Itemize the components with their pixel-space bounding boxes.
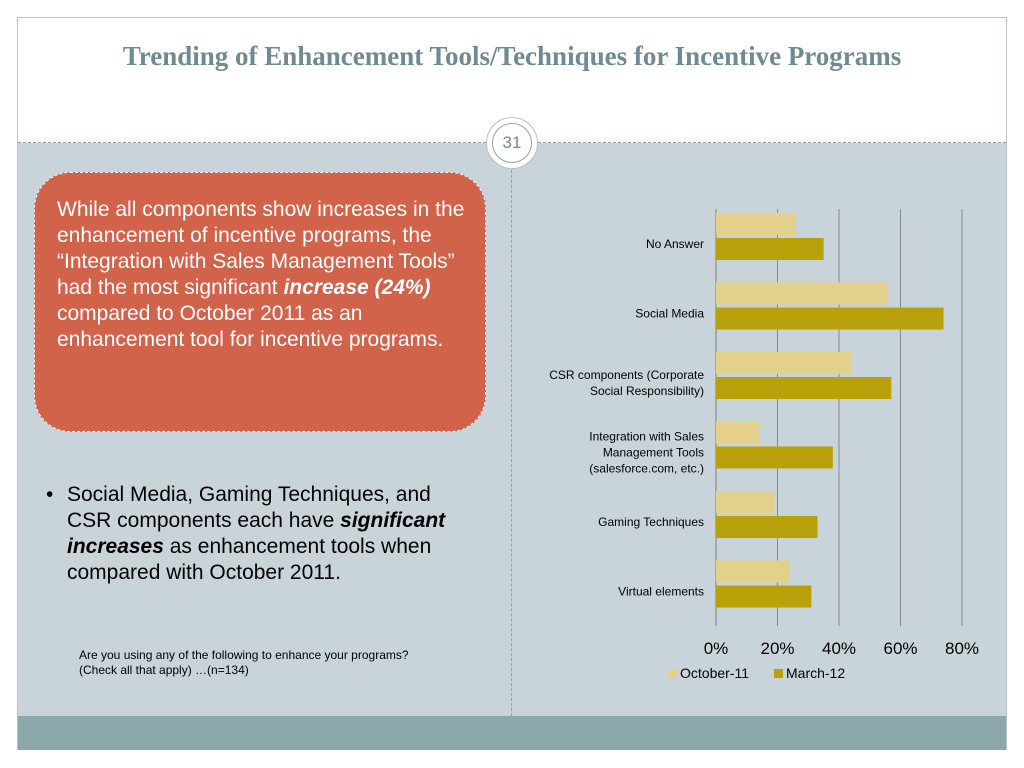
callout-text-before: While all components show increases in t… [57,198,465,299]
tick-label: 20% [760,639,794,658]
page-number-badge: 31 [486,117,538,169]
callout-text-after: compared to October 2011 as an enhanceme… [57,302,444,351]
bullet-text: Social Media, Gaming Techniques, and CSR… [67,482,476,586]
bar [716,421,760,444]
legend-label: March-12 [786,665,845,681]
tick-label: 60% [883,639,917,658]
bar [716,282,889,305]
category-label: Virtual elements [618,584,704,598]
survey-note: Are you using any of the following to en… [79,648,409,677]
category-label: No Answer [646,237,704,251]
tick-label: 0% [704,639,729,658]
bullet-text-after: as enhancement tools when compared with … [67,535,432,584]
bar [716,585,812,608]
slide-footer [18,716,1006,750]
category-label: Social Responsibility) [590,384,704,398]
slide-title: Trending of Enhancement Tools/Techniques… [122,41,902,71]
category-label: Management Tools [603,445,704,459]
category-label: Gaming Techniques [598,515,704,529]
bar [716,516,818,538]
callout-box: While all components show increases in t… [34,172,486,432]
bar [716,446,833,469]
bar [716,213,796,235]
bullet-point: • Social Media, Gaming Techniques, and C… [46,482,476,586]
bar [716,560,790,583]
tick-label: 40% [822,639,856,658]
bullet-text-before: Social Media, Gaming Techniques, and CSR… [67,483,431,532]
callout-emphasis: increase (24%) [283,276,431,299]
bar-chart: No Answer Social Media CSR components (Cor… [549,209,979,681]
tick-label: 80% [945,639,979,658]
bar [716,491,775,513]
column-divider [511,160,512,716]
legend-swatch [774,669,783,678]
category-label: CSR components (Corporate [549,368,704,382]
category-label: Integration with Sales [589,429,704,443]
bar [716,352,852,374]
bar [716,377,892,399]
legend-swatch [668,669,677,678]
bar [716,238,824,260]
bullet-marker: • [46,483,54,506]
category-label: (salesforce.com, etc.) [589,461,704,475]
bar [716,307,944,330]
category-label: Social Media [635,306,704,320]
legend-label: October-11 [680,665,749,681]
callout-text: While all components show increases in t… [57,197,467,353]
page-number: 31 [492,123,532,163]
bullet-emphasis: significant increases [67,509,446,558]
